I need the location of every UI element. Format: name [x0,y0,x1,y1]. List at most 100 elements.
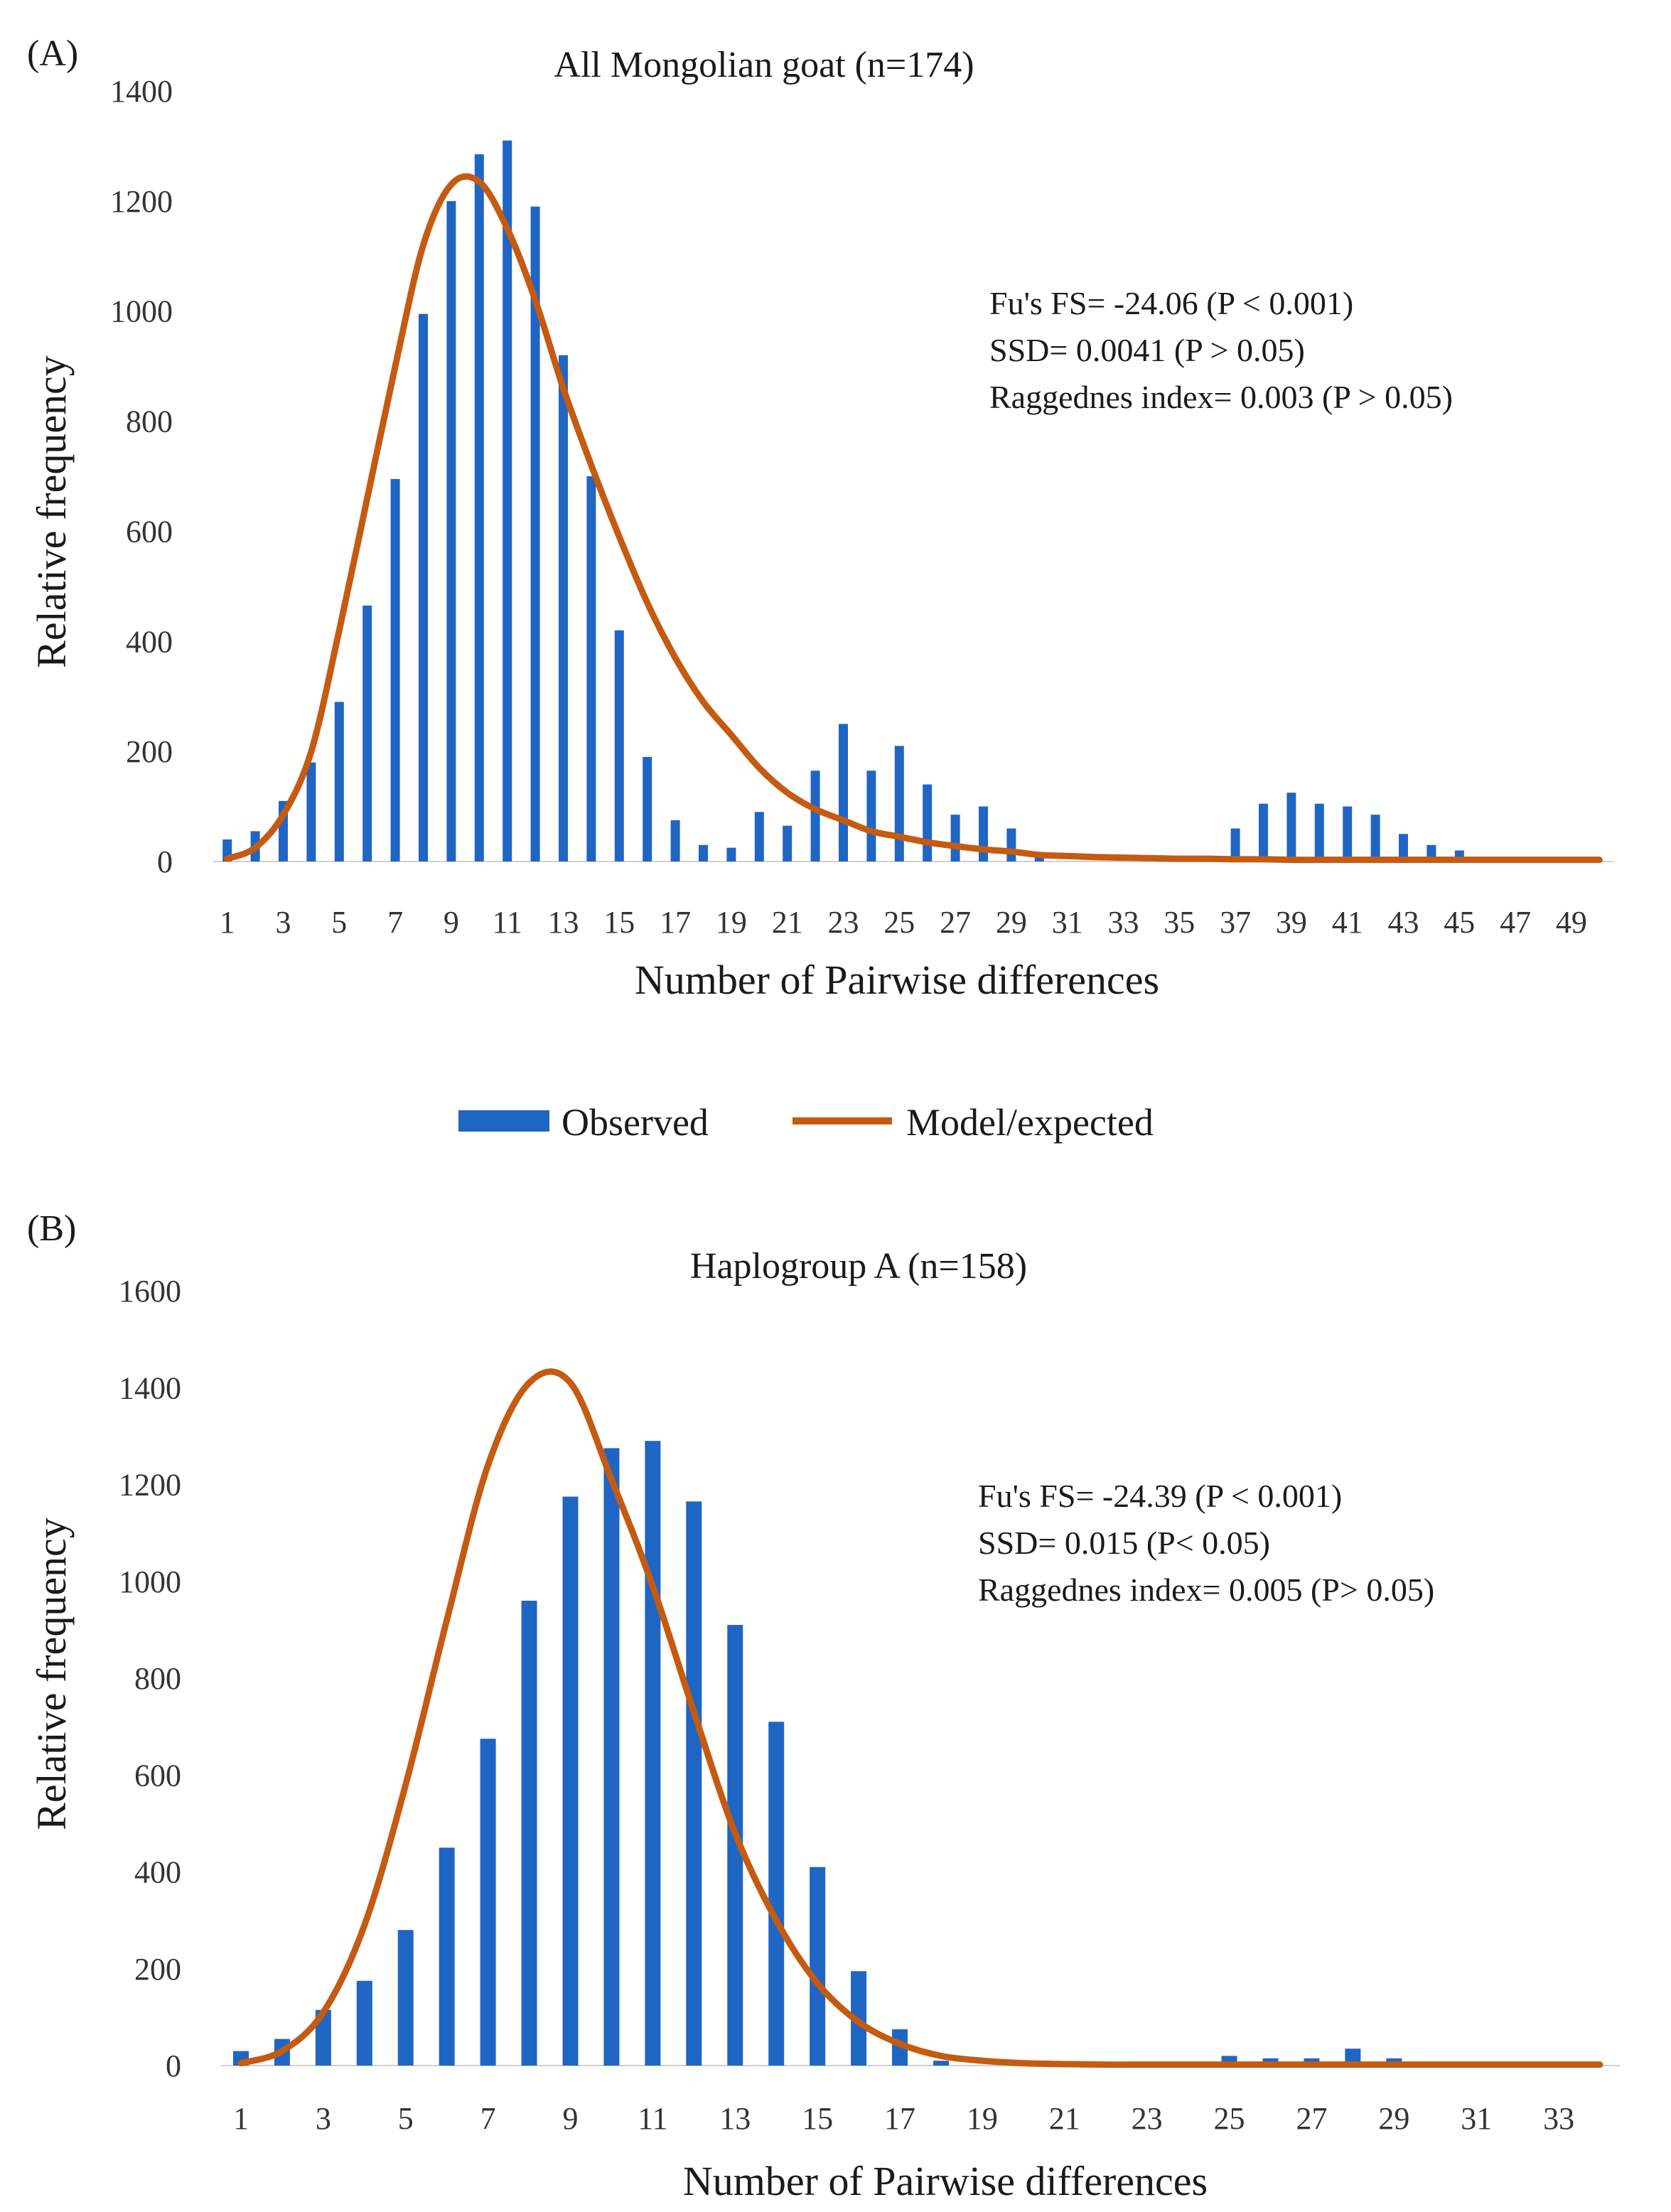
panel-a-observed-bar [362,605,372,861]
panel-a-observed-bar [1259,803,1268,861]
panel-a-x-tick-label: 25 [883,905,915,940]
panel-a-observed-bar [1286,793,1296,861]
panel-a-model-line [224,173,1603,864]
legend-observed-swatch [458,1110,549,1132]
panel-b-x-tick-label: 13 [719,2101,751,2136]
panel-b: (B) Haplogroup A (n=158) Relative freque… [27,1208,1621,2204]
panel-b-stat-ssd: SSD= 0.015 (P< 0.05) [978,1525,1270,1561]
panel-a-x-tick-label: 23 [828,905,859,940]
panel-b-x-tick-label: 23 [1132,2101,1163,2136]
panel-b-observed-bar [603,1448,620,2066]
panel-a-observed-bar [1314,803,1324,861]
panel-b-observed-bar [439,1847,455,2066]
panel-a-stat-raggedness: Raggednes index= 0.003 (P > 0.05) [989,379,1453,415]
panel-b-x-axis-title: Number of Pairwise differences [683,2158,1208,2204]
panel-a-observed-bar [894,746,904,861]
panel-a-x-tick-label: 41 [1332,905,1363,940]
panel-a-x-tick-label: 11 [493,905,522,940]
panel-b-y-tick-label: 1200 [119,1468,181,1503]
panel-a-x-tick-label: 49 [1556,905,1587,940]
panel-b-x-tick-label: 15 [802,2101,833,2136]
panel-b-title: Haplogroup A (n=158) [690,1246,1027,1287]
panel-b-x-tick-label: 21 [1049,2101,1080,2136]
panel-b-observed-bar [356,1980,372,2066]
panel-a-x-tick-label: 3 [276,905,291,940]
panel-a-observed-bar [699,844,708,861]
panel-a-observed-bar [559,355,568,862]
panel-a-observed-bar [950,815,960,861]
panel-b-y-tick-label: 600 [134,1758,181,1793]
panel-a-observed-bar [1370,815,1380,861]
panel-a-x-ticks: 1 3 5 7 9 11 13 15 17 19 21 23 25 27 29 31 33 35 37 39 41 43 4… [220,905,1587,940]
panel-b-y-tick-label: 1000 [119,1564,181,1599]
panel-a-observed-bar [503,140,512,861]
panel-b-x-ticks: 1 3 5 7 9 11 13 15 17 19 21 23 25 27 29 31 33 [233,2101,1574,2136]
panel-a-observed-bar [474,154,484,862]
panel-b-observed-bar [521,1601,537,2066]
panel-a-x-tick-label: 13 [548,905,579,940]
panel-b-stat-fs: Fu's FS= -24.39 (P < 0.001) [978,1478,1342,1514]
panel-a-label: (A) [27,33,78,74]
panel-b-model-line [237,1368,1603,2068]
panel-b-observed-bar [1345,2049,1361,2066]
panel-b-observed-bar [686,1501,702,2066]
panel-b-observed-bar [810,1867,826,2066]
legend: Observed Model/expected [458,1101,1154,1144]
panel-b-y-tick-label: 400 [134,1855,181,1890]
panel-b-x-tick-label: 1 [233,2101,249,2136]
panel-a-observed-bar [810,771,820,861]
panel-a-observed-bar [979,806,988,861]
panel-a-x-tick-label: 15 [603,905,635,940]
panel-a-x-tick-label: 5 [331,905,347,940]
panel-a-x-tick-label: 17 [660,905,691,940]
panel-b-y-tick-label: 1400 [119,1370,181,1405]
panel-a-y-axis-title: Relative frequency [28,355,75,668]
panel-a-observed-bar [754,812,764,861]
panel-b-stat-raggedness: Raggednes index= 0.005 (P> 0.05) [978,1572,1434,1608]
panel-a-observed-bar [306,762,316,861]
panel-a-title: All Mongolian goat (n=174) [554,45,974,85]
panel-b-x-tick-label: 11 [638,2101,667,2136]
panel-b-x-tick-label: 7 [480,2101,496,2136]
panel-b-y-ticks: 0 200 400 600 800 1000 1200 1400 1600 [119,1274,181,2083]
panel-b-label: (B) [27,1208,76,1249]
panel-b-x-tick-label: 25 [1214,2101,1245,2136]
panel-a-x-tick-label: 27 [940,905,971,940]
panel-a-y-tick-label: 0 [157,844,173,879]
panel-b-x-tick-label: 19 [967,2101,998,2136]
panel-a-x-axis-title: Number of Pairwise differences [635,957,1159,1003]
panel-b-observed-bar [768,1722,785,2066]
panel-a-x-tick-label: 31 [1052,905,1083,940]
panel-b-y-axis-title: Relative frequency [28,1518,75,1830]
panel-b-observed-bar [892,2029,908,2066]
panel-a-observed-bar [334,702,344,861]
panel-a-x-tick-label: 45 [1444,905,1475,940]
panel-a-observed-bar [1034,856,1044,861]
panel-a-x-tick-label: 1 [220,905,235,940]
panel-a-x-tick-label: 29 [996,905,1027,940]
panel-b-x-tick-label: 9 [563,2101,579,2136]
panel-b-y-tick-label: 1600 [119,1274,181,1309]
legend-observed-label: Observed [562,1101,709,1144]
panel-a-observed-bar [419,313,428,862]
panel-a-observed-bar [586,476,596,861]
panel-b-observed-bar [397,1930,414,2066]
panel-b-x-tick-label: 29 [1378,2101,1409,2136]
panel-a-x-tick-label: 39 [1276,905,1307,940]
panel-b-x-tick-label: 17 [884,2101,915,2136]
panel-b-bars [232,1441,1402,2066]
panel-a-x-tick-label: 43 [1388,905,1419,940]
panel-a-y-tick-label: 1000 [110,294,173,329]
panel-b-y-tick-label: 800 [134,1661,181,1696]
panel-a-stat-fs: Fu's FS= -24.06 (P < 0.001) [989,285,1353,321]
panel-a-bars [222,140,1464,862]
panel-b-observed-bar [480,1739,496,2066]
panel-a-observed-bar [1399,834,1408,861]
panel-a-observed-bar [923,784,933,861]
panel-a-x-tick-label: 37 [1220,905,1251,940]
panel-a-x-tick-label: 19 [716,905,747,940]
panel-a-y-tick-label: 800 [126,404,173,439]
panel-b-x-tick-label: 5 [398,2101,414,2136]
panel-b-y-tick-label: 0 [166,2049,181,2083]
